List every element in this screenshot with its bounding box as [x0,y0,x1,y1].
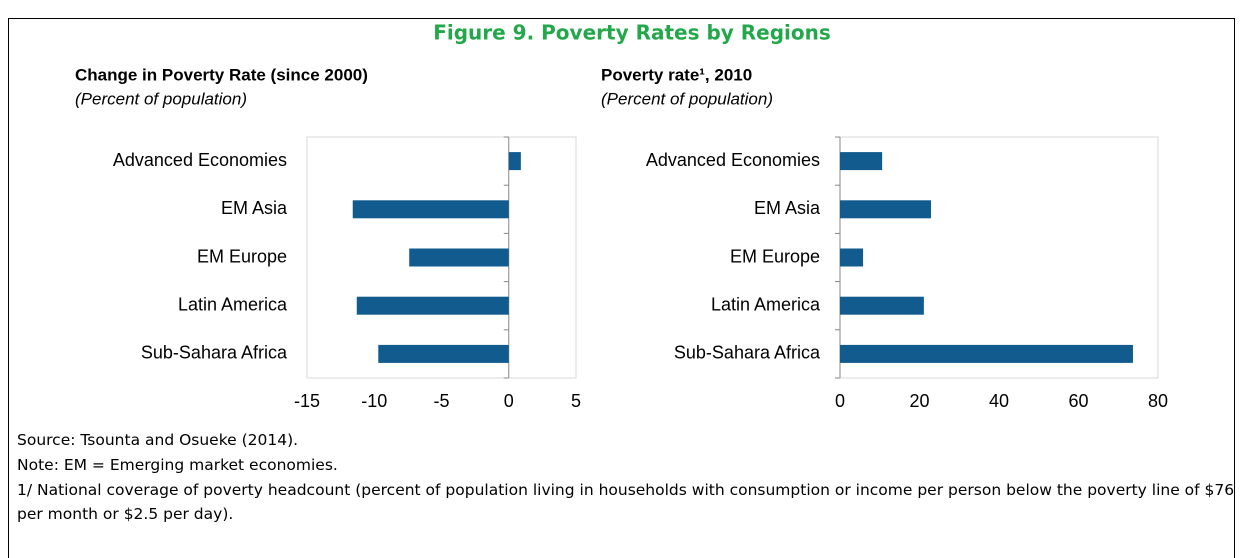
y-tick-label: EM Europe [730,246,820,266]
x-tick-label: 40 [989,391,1009,411]
y-tick-label: Latin America [178,294,288,314]
y-tick-label: Sub-Sahara Africa [674,343,821,363]
x-tick-label: -15 [294,391,320,411]
bar [409,248,509,267]
y-tick-label: Latin America [711,294,821,314]
x-tick-label: 60 [1068,391,1088,411]
figure-title: Figure 9. Poverty Rates by Regions [433,21,831,45]
chart-title: Poverty rate¹, 2010 [601,65,752,84]
x-tick-label: 0 [504,391,514,411]
x-tick-label: 80 [1148,391,1168,411]
bar [840,248,864,267]
chart: Figure 9. Poverty Rates by Regions Chang… [75,21,1168,411]
y-tick-label: Sub-Sahara Africa [141,343,288,363]
y-tick-label: EM Europe [197,246,287,266]
y-tick-label: Advanced Economies [113,150,287,170]
bar [508,152,521,171]
notes: Source: Tsounta and Osueke (2014). Note:… [17,428,1237,527]
y-tick-label: EM Asia [221,198,288,218]
plot-frame [306,136,577,379]
x-tick-label: 5 [571,391,581,411]
bar [840,200,932,219]
x-tick-label: 20 [909,391,929,411]
bar [352,200,509,219]
page: Figure 9. Poverty Rates by Regions Chang… [8,18,1237,558]
plot-frame [839,136,1159,379]
note: Note: EM = Emerging market economies. [17,456,338,474]
bar [378,344,509,363]
bar [356,296,509,315]
x-tick-label: -5 [433,391,449,411]
bar [840,296,924,315]
y-tick-label: EM Asia [754,198,821,218]
figure-frame [8,18,1235,558]
bar [840,344,1133,363]
bar [840,152,883,171]
x-tick-label: 0 [835,391,845,411]
chart-subtitle: (Percent of population) [75,89,247,108]
chart-subtitle: (Percent of population) [601,89,773,108]
note: 1/ National coverage of poverty headcoun… [17,481,1235,523]
chart-title: Change in Poverty Rate (since 2000) [75,65,368,84]
note: Source: Tsounta and Osueke (2014). [17,431,299,449]
y-tick-label: Advanced Economies [646,150,820,170]
x-tick-label: -10 [361,391,387,411]
